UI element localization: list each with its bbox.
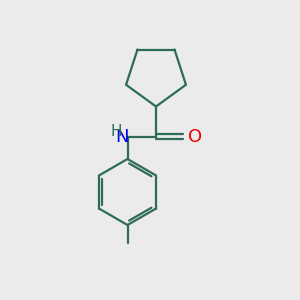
Text: H: H	[110, 124, 122, 139]
Text: O: O	[188, 128, 203, 146]
Text: N: N	[115, 128, 129, 146]
